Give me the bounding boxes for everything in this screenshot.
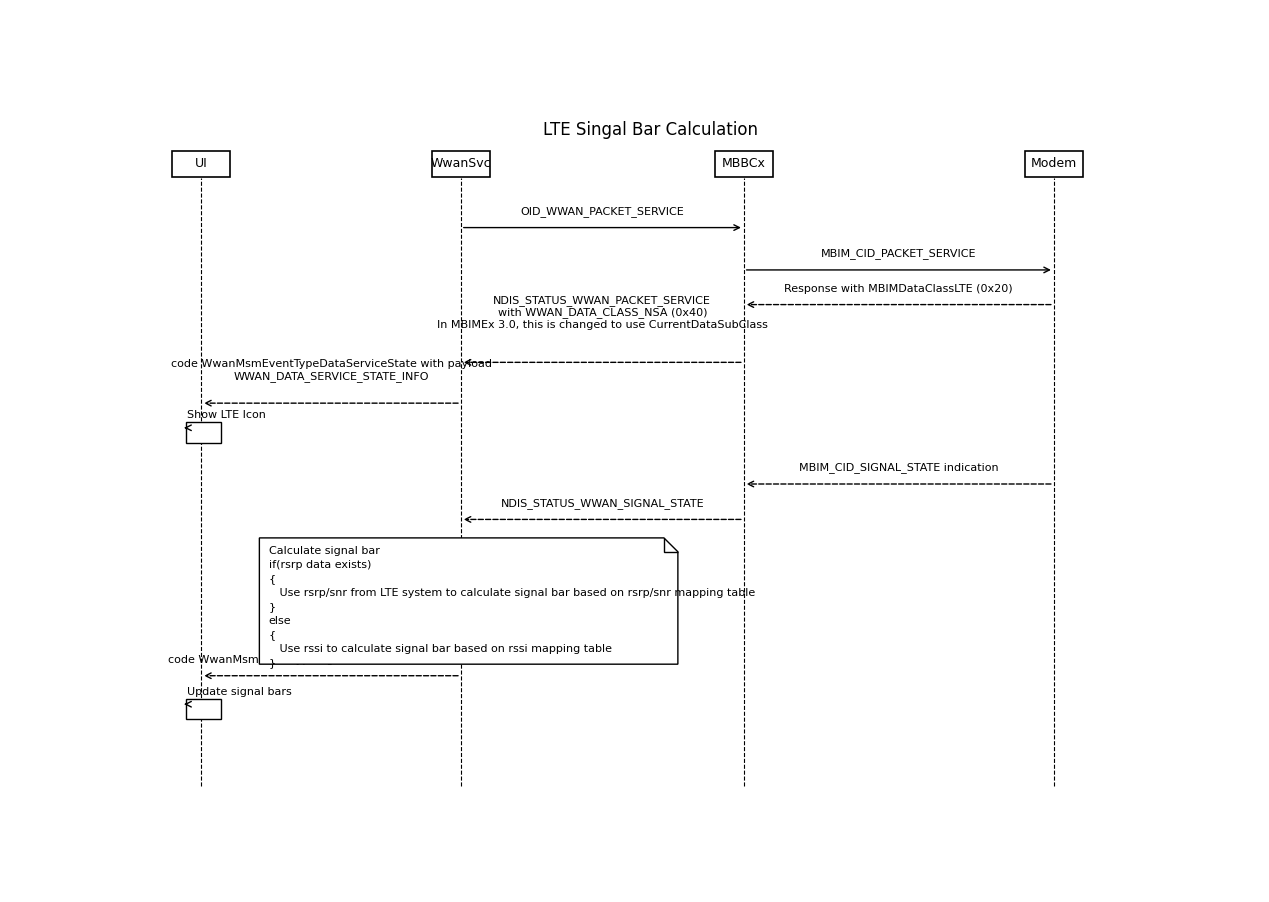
Text: Response with MBIMDataClassLTE (0x20): Response with MBIMDataClassLTE (0x20) (784, 284, 1013, 294)
Text: MBIM_CID_SIGNAL_STATE indication: MBIM_CID_SIGNAL_STATE indication (799, 463, 999, 474)
Text: code WwanMsmEventTypeDataServiceState with payload
WWAN_DATA_SERVICE_STATE_INFO: code WwanMsmEventTypeDataServiceState wi… (170, 359, 491, 382)
Text: Calculate signal bar
if(rsrp data exists)
{
   Use rsrp/snr from LTE system to c: Calculate signal bar if(rsrp data exists… (269, 546, 755, 667)
Text: code WwanMsmEventTypeSignalState with NumberOfBars: code WwanMsmEventTypeSignalState with Nu… (169, 655, 494, 665)
Text: MBIM_CID_PACKET_SERVICE: MBIM_CID_PACKET_SERVICE (821, 248, 977, 259)
Text: UI: UI (195, 157, 208, 170)
Text: MBBCx: MBBCx (722, 157, 765, 170)
Text: LTE Singal Bar Calculation: LTE Singal Bar Calculation (543, 121, 758, 139)
Text: Show LTE Icon: Show LTE Icon (187, 410, 265, 420)
Text: WwanSvc: WwanSvc (430, 157, 491, 170)
Text: OID_WWAN_PACKET_SERVICE: OID_WWAN_PACKET_SERVICE (520, 206, 684, 216)
FancyBboxPatch shape (1024, 151, 1082, 177)
FancyBboxPatch shape (431, 151, 490, 177)
Text: NDIS_STATUS_WWAN_SIGNAL_STATE: NDIS_STATUS_WWAN_SIGNAL_STATE (500, 498, 704, 509)
Text: Modem: Modem (1030, 157, 1077, 170)
FancyBboxPatch shape (185, 422, 221, 443)
FancyBboxPatch shape (185, 699, 221, 719)
Text: NDIS_STATUS_WWAN_PACKET_SERVICE
with WWAN_DATA_CLASS_NSA (0x40)
In MBIMEx 3.0, t: NDIS_STATUS_WWAN_PACKET_SERVICE with WWA… (437, 295, 768, 330)
Polygon shape (259, 538, 678, 664)
Text: Update signal bars: Update signal bars (187, 686, 292, 696)
FancyBboxPatch shape (714, 151, 773, 177)
FancyBboxPatch shape (173, 151, 230, 177)
